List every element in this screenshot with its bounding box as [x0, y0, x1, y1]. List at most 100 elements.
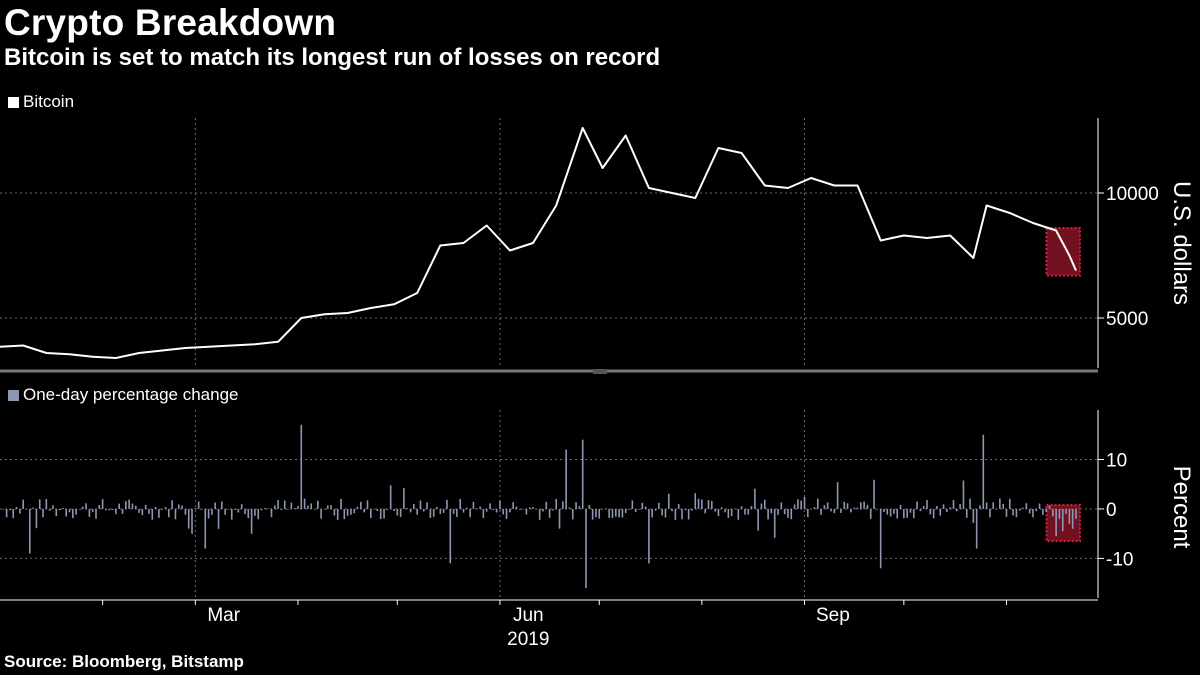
change-bar: [903, 508, 905, 519]
change-bar: [300, 424, 303, 509]
change-bar: [1045, 508, 1048, 513]
change-bar: [760, 503, 763, 509]
change-bar: [1061, 508, 1064, 532]
change-bar: [608, 508, 610, 518]
change-bar: [595, 508, 597, 518]
change-bar: [270, 508, 273, 518]
change-bar: [505, 508, 508, 519]
change-bar: [247, 508, 250, 519]
change-bar: [426, 502, 428, 509]
change-bar: [422, 508, 425, 512]
change-bar: [370, 508, 372, 518]
change-bar: [860, 502, 862, 509]
change-bar: [624, 508, 627, 514]
change-bar: [820, 508, 822, 515]
change-bar: [489, 503, 491, 509]
change-bar: [118, 503, 120, 509]
change-bar: [879, 508, 882, 569]
change-bar: [515, 506, 518, 509]
change-bar: [48, 508, 51, 511]
change-bar: [446, 499, 448, 509]
change-bar: [952, 500, 955, 509]
change-bar: [333, 508, 336, 516]
change-bar: [290, 502, 293, 509]
source-note: Source: Bloomberg, Bitstamp: [4, 652, 244, 671]
change-bar: [767, 508, 769, 520]
change-bar: [466, 507, 468, 509]
change-bar: [707, 500, 710, 509]
change-bar: [1055, 508, 1057, 537]
change-bar: [757, 508, 759, 531]
change-panel: 10 0 -10 Percent: [0, 410, 1195, 598]
change-bar: [224, 508, 226, 515]
change-bar: [899, 504, 902, 509]
change-bar: [982, 434, 985, 509]
shared-x-axis: Mar Jun Sep 2019: [0, 369, 1098, 650]
change-bar: [866, 504, 869, 509]
change-bar: [81, 506, 84, 509]
change-bar: [810, 508, 812, 510]
change-bar: [869, 508, 872, 519]
change-bar: [343, 508, 346, 520]
price-legend-swatch: [8, 96, 19, 108]
change-bar: [376, 508, 379, 512]
change-bar: [591, 508, 594, 520]
change-bar: [141, 508, 144, 516]
change-bar: [214, 502, 216, 509]
change-bar: [389, 485, 392, 509]
change-bar: [207, 508, 210, 519]
change-bar: [1025, 503, 1028, 509]
change-bar: [131, 503, 134, 509]
price-legend: Bitcoin: [8, 92, 74, 112]
change-bar: [803, 496, 806, 509]
change-bar: [45, 499, 48, 509]
change-bar: [85, 503, 87, 509]
change-bar: [826, 502, 829, 509]
change-bar: [694, 493, 697, 509]
change-bar: [68, 508, 71, 513]
change-bar: [770, 508, 773, 514]
change-bar: [181, 505, 183, 509]
change-bar: [750, 506, 753, 509]
change-bar: [697, 498, 700, 509]
change-bar: [588, 504, 591, 509]
change-bar: [273, 505, 276, 509]
change-bar: [12, 508, 15, 519]
change-bar: [237, 508, 240, 513]
change-bar: [240, 504, 243, 509]
change-legend-label: One-day percentage change: [23, 385, 239, 404]
change-bar: [28, 508, 31, 554]
change-bar: [518, 508, 521, 510]
change-bar: [177, 504, 180, 509]
change-bar: [889, 508, 892, 517]
change-bar: [379, 508, 382, 520]
change-bar: [558, 508, 561, 529]
change-bar: [138, 508, 140, 513]
change-bar: [681, 508, 683, 520]
change-bar: [211, 508, 213, 515]
change-bar: [883, 508, 885, 512]
change-bar: [942, 504, 945, 509]
change-bar: [926, 500, 928, 509]
change-bar: [234, 508, 236, 511]
change-bar: [780, 502, 783, 509]
change-bar: [552, 508, 554, 511]
change-bar: [323, 508, 326, 510]
change-bar: [98, 505, 101, 509]
change-bar: [105, 508, 107, 511]
change-bar: [502, 508, 505, 515]
change-bar: [52, 505, 54, 509]
change-bar: [171, 500, 173, 509]
change-bar: [654, 508, 657, 511]
change-bar: [38, 499, 41, 509]
change-bar: [873, 479, 875, 509]
change-bar: [1022, 507, 1024, 509]
change-bar: [528, 507, 531, 509]
change-bar: [462, 508, 465, 513]
change-bar: [75, 508, 77, 515]
change-bar: [667, 493, 670, 509]
change-bar: [737, 508, 740, 520]
change-bar: [893, 508, 895, 514]
change-bar: [939, 508, 942, 516]
change-bar: [340, 498, 342, 509]
